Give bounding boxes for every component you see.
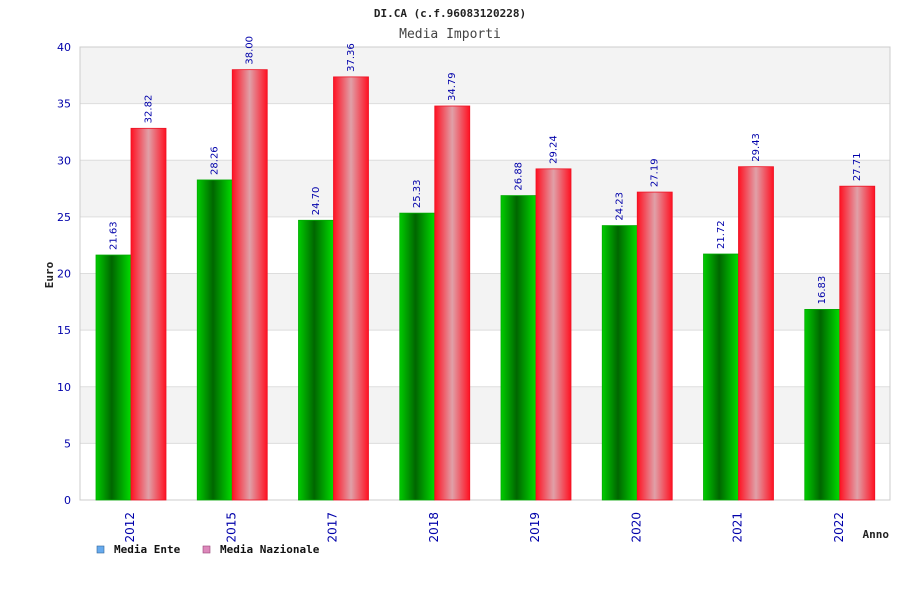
y-tick-label: 40 <box>57 41 71 54</box>
y-tick-label: 0 <box>64 494 71 507</box>
data-label: 24.23 <box>615 192 626 221</box>
bar-media-ente <box>298 219 334 501</box>
x-tick-label: 2018 <box>427 512 441 543</box>
bar-media-nazionale <box>535 168 572 501</box>
bar-media-ente <box>500 195 537 501</box>
bar-media-nazionale <box>839 185 876 501</box>
data-label: 28.26 <box>210 146 221 175</box>
bar-media-nazionale <box>333 76 369 501</box>
x-tick-label: 2017 <box>326 512 340 543</box>
grid-band <box>80 103 890 161</box>
data-label: 26.88 <box>514 162 525 191</box>
bar-media-ente <box>95 254 132 501</box>
data-label: 27.19 <box>650 158 661 187</box>
grid-band <box>80 47 890 104</box>
data-label: 38.00 <box>245 36 256 65</box>
data-label: 29.24 <box>549 135 560 164</box>
bar-media-nazionale <box>130 127 167 501</box>
y-tick-label: 15 <box>57 324 71 337</box>
x-axis-label: Anno <box>863 528 890 541</box>
legend-label-media-ente: Media Ente <box>114 543 181 556</box>
x-tick-label: 2015 <box>224 512 238 543</box>
y-tick-label: 25 <box>57 211 71 224</box>
chart-title: DI.CA (c.f.96083120228) <box>374 7 526 20</box>
x-tick-label: 2020 <box>629 512 643 543</box>
data-label: 32.82 <box>144 95 155 124</box>
bar-media-nazionale <box>434 105 471 501</box>
plot-area-border <box>79 46 891 501</box>
data-label: 37.36 <box>346 43 357 72</box>
data-label: 21.63 <box>109 221 120 250</box>
data-label: 25.33 <box>412 179 423 208</box>
legend-label-media-nazionale: Media Nazionale <box>220 543 320 556</box>
y-tick-label: 20 <box>57 268 71 281</box>
x-tick-label: 2012 <box>123 512 137 543</box>
y-axis-label: Euro <box>43 261 56 288</box>
data-label: 16.83 <box>817 276 828 305</box>
x-tick-label: 2021 <box>731 512 745 543</box>
data-label: 27.71 <box>852 153 863 182</box>
y-tick-label: 30 <box>57 154 71 167</box>
legend-swatch-media-nazionale <box>202 545 211 554</box>
legend: Media Ente Media Nazionale <box>96 543 320 556</box>
data-label: 34.79 <box>447 72 458 101</box>
y-tick-label: 5 <box>64 437 71 450</box>
bar-media-ente <box>804 309 841 501</box>
data-label: 29.43 <box>751 133 762 162</box>
bar-media-nazionale <box>738 166 774 501</box>
y-tick-label: 35 <box>57 98 71 111</box>
bar-media-ente <box>399 212 436 501</box>
bar-media-ente <box>601 225 638 501</box>
y-tick-label: 10 <box>57 381 71 394</box>
data-label: 24.70 <box>311 187 322 216</box>
x-tick-label: 2022 <box>832 512 846 543</box>
bar-media-nazionale <box>636 191 673 501</box>
bar-media-ente <box>703 253 739 501</box>
data-label: 21.72 <box>716 220 727 249</box>
bar-media-nazionale <box>231 69 268 501</box>
x-tick-label: 2019 <box>528 512 542 543</box>
legend-swatch-media-ente <box>96 545 105 554</box>
bar-media-ente <box>196 179 233 501</box>
chart-subtitle: Media Importi <box>399 27 501 42</box>
